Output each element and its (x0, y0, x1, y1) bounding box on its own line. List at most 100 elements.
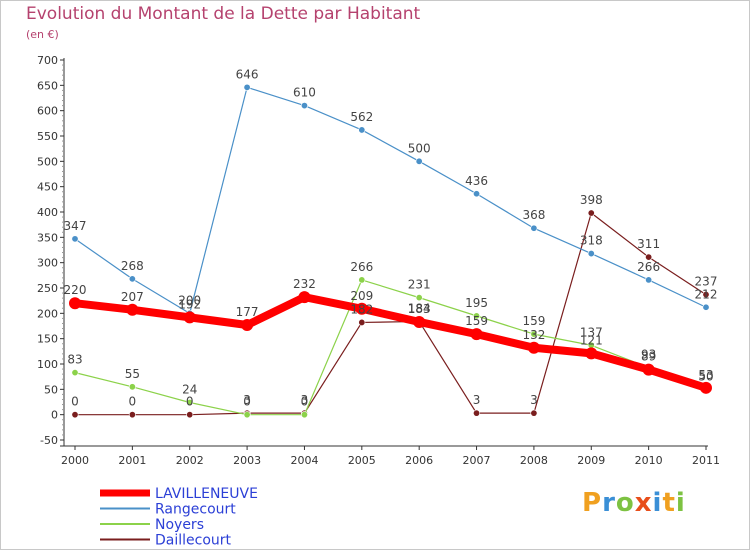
x-tick-label: 2008 (520, 454, 548, 467)
data-point (300, 411, 308, 419)
data-label: 3 (530, 393, 538, 407)
data-point (700, 381, 712, 394)
y-tick-label: 400 (37, 206, 58, 219)
logo-letter: o (615, 488, 635, 518)
data-point (128, 275, 136, 283)
x-tick-label: 2003 (233, 454, 261, 467)
data-point (415, 294, 423, 302)
x-tick-label: 2005 (348, 454, 376, 467)
data-point (527, 341, 540, 354)
y-tick-label: 0 (51, 409, 58, 422)
data-label: 50 (698, 369, 713, 383)
data-label: 209 (350, 289, 373, 303)
data-point (298, 291, 311, 304)
logo-letter: i (652, 488, 663, 518)
data-point (530, 409, 538, 417)
data-label: 184 (408, 301, 431, 315)
data-label: 562 (350, 110, 373, 124)
y-tick-label: -50 (40, 434, 58, 447)
data-point (243, 411, 251, 419)
data-label: 93 (641, 348, 656, 362)
data-label: 0 (301, 395, 309, 409)
y-tick-label: 500 (37, 155, 58, 168)
logo-letter: i (675, 488, 686, 518)
logo-letter: x (634, 488, 653, 518)
y-tick-label: 250 (37, 282, 58, 295)
data-point (71, 235, 79, 243)
data-label: 0 (71, 395, 79, 409)
x-tick-label: 2006 (405, 454, 433, 467)
data-point (587, 209, 595, 217)
legend-label: LAVILLENEUVE (155, 486, 258, 502)
data-point (243, 83, 251, 91)
x-tick-label: 2010 (635, 454, 663, 467)
data-label: 83 (67, 353, 82, 367)
data-label: 318 (580, 234, 603, 248)
chart-title: Evolution du Montant de la Dette par Hab… (26, 4, 421, 24)
data-point (645, 276, 653, 284)
data-label: 237 (695, 275, 718, 289)
data-label: 159 (522, 314, 545, 328)
data-point (300, 102, 308, 110)
legend-label: Rangecourt (155, 502, 236, 518)
y-tick-label: 300 (37, 257, 58, 270)
data-point (585, 347, 598, 360)
data-point (530, 224, 538, 232)
data-point (413, 315, 426, 328)
data-point (702, 291, 710, 299)
data-label: 132 (522, 328, 545, 342)
data-label: 3 (473, 393, 481, 407)
y-tick-label: 700 (37, 54, 58, 67)
data-point (126, 303, 139, 316)
data-point (71, 411, 79, 419)
data-label: 195 (465, 296, 488, 310)
data-point (645, 253, 653, 261)
data-point (355, 302, 368, 315)
y-tick-label: 50 (44, 383, 58, 396)
y-tick-label: 100 (37, 358, 58, 371)
data-point (473, 312, 481, 320)
y-tick-label: 350 (37, 231, 58, 244)
data-label: 347 (64, 219, 87, 233)
data-label: 137 (580, 325, 603, 339)
data-label: 89 (641, 350, 656, 364)
data-point (69, 297, 81, 310)
data-label: 610 (293, 86, 316, 100)
series-line (74, 279, 707, 416)
data-point (470, 328, 483, 341)
data-point (186, 399, 194, 407)
data-label: 177 (236, 305, 259, 319)
data-label: 192 (178, 297, 201, 311)
y-tick-label: 650 (37, 79, 58, 92)
data-label: 55 (125, 367, 140, 381)
series-line (74, 212, 707, 416)
chart-unit: (en €) (26, 28, 59, 41)
logo-letter: P (582, 488, 603, 518)
data-label: 646 (236, 67, 259, 81)
x-tick-label: 2011 (692, 454, 720, 467)
data-label: 0 (243, 395, 251, 409)
legend-label: Daillecourt (155, 533, 232, 549)
y-tick-label: 600 (37, 105, 58, 118)
x-tick-label: 2000 (61, 454, 89, 467)
data-point (128, 383, 136, 391)
logo-letter: t (662, 488, 676, 518)
data-label: 311 (637, 237, 660, 251)
series-line (71, 293, 710, 392)
x-tick-label: 2002 (176, 454, 204, 467)
data-label: 207 (121, 290, 144, 304)
data-label: 3 (301, 393, 309, 407)
data-label: 3 (243, 393, 251, 407)
data-point (702, 303, 710, 311)
data-label: 0 (186, 395, 194, 409)
legend-label: Noyers (155, 517, 204, 533)
data-point (186, 411, 194, 419)
data-label: 436 (465, 174, 488, 188)
data-label: 500 (408, 141, 431, 155)
data-point (473, 190, 481, 198)
y-tick-label: 150 (37, 333, 58, 346)
data-point (358, 318, 366, 326)
data-label: 0 (129, 395, 137, 409)
y-tick-label: 550 (37, 130, 58, 143)
